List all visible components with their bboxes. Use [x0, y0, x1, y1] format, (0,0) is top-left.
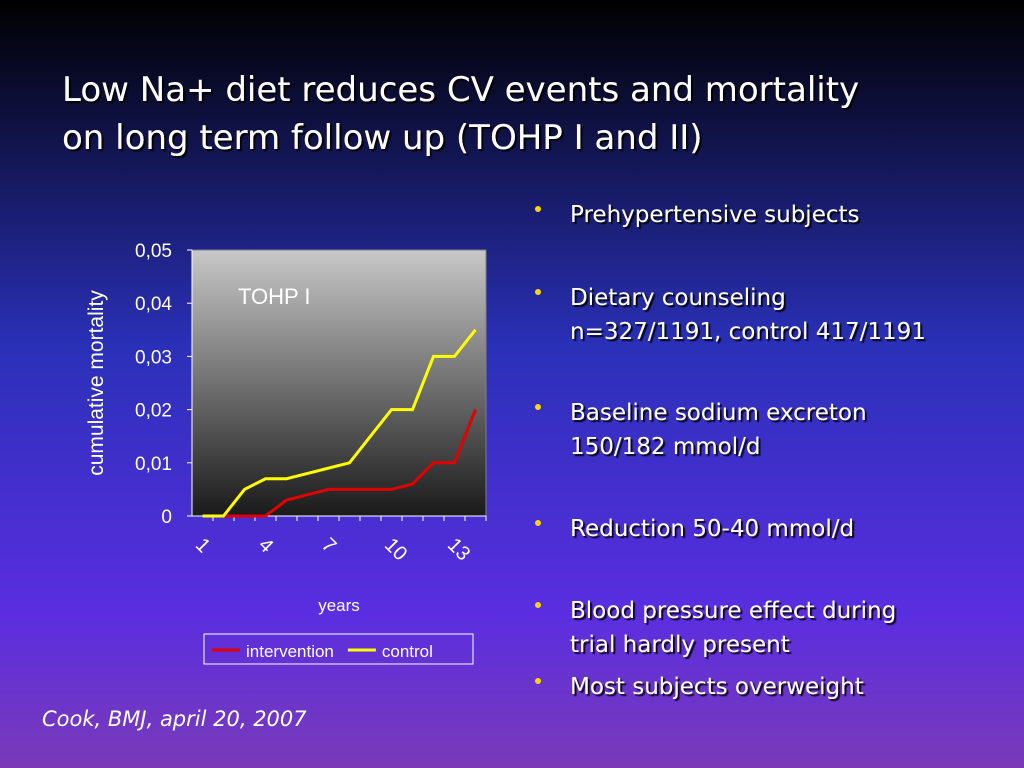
bullet-text: Most subjects overweight	[570, 674, 864, 700]
bullet-text: Dietary counseling	[570, 285, 786, 311]
y-tick-label: 0	[161, 507, 172, 528]
bullet-dot	[535, 289, 541, 295]
title-line: on long term follow up (TOHP I and II)	[62, 118, 703, 158]
legend-label: control	[382, 642, 433, 661]
bullet-text: n=327/1191, control 417/1191	[570, 319, 926, 345]
bullet-text: Prehypertensive subjects	[570, 202, 860, 228]
legend-label: intervention	[246, 642, 334, 661]
slide-text: Low Na+ diet reduces CV events and morta…	[42, 70, 926, 731]
legend-box	[203, 633, 474, 665]
y-tick-label: 0,03	[135, 347, 172, 368]
bullet-dot	[535, 404, 541, 410]
y-tick-label: 0,04	[135, 294, 172, 315]
bullet-text: Blood pressure effect during	[570, 598, 896, 624]
title-line: Low Na+ diet reduces CV events and morta…	[62, 70, 859, 110]
bullet-text: 150/182 mmol/d	[570, 434, 760, 460]
bullet-dot	[535, 602, 541, 608]
annotation: TOHP I	[238, 284, 311, 309]
bullet-dot	[535, 520, 541, 526]
y-axis-label: cumulative mortality	[85, 290, 108, 476]
bullet-dot	[535, 678, 541, 684]
plot-area	[191, 249, 487, 517]
bullet-text: Reduction 50-40 mmol/d	[570, 516, 854, 542]
y-tick-label: 0,05	[135, 241, 172, 262]
bullet-dot	[535, 206, 541, 212]
bullet-text: trial hardly present	[570, 632, 790, 658]
citation: Cook, BMJ, april 20, 2007	[42, 707, 307, 731]
bullet-text: Baseline sodium excreton	[570, 400, 867, 426]
line-series	[202, 328, 477, 518]
y-tick-label: 0,01	[135, 454, 172, 475]
x-axis-label: years	[318, 596, 360, 615]
line-series	[202, 409, 477, 518]
y-tick-label: 0,02	[135, 401, 172, 422]
